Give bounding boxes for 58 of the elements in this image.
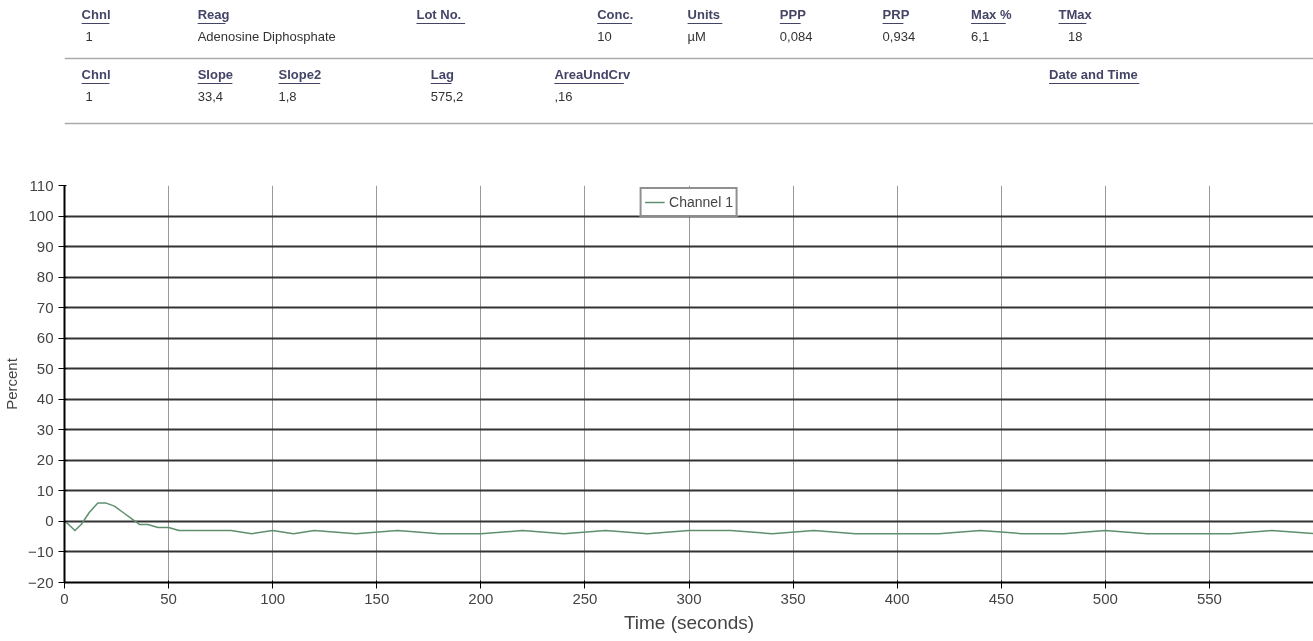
text: Max % — [971, 7, 1012, 22]
text: PPP — [779, 7, 807, 22]
text: Conc. — [597, 7, 634, 22]
x-tick-label: 150 — [364, 589, 390, 607]
y-tick-label: 100 — [28, 207, 54, 225]
y-tick-label: 30 — [36, 420, 54, 438]
text: Chnl — [81, 67, 111, 82]
text: 575,2 — [430, 89, 464, 104]
y-tick-label: −20 — [28, 573, 54, 591]
x-axis-title: Time (seconds) — [623, 611, 755, 633]
text: 1 — [85, 89, 93, 104]
text: Slope — [197, 67, 234, 82]
y-tick-label: 50 — [36, 359, 54, 377]
text: Date and Time — [1049, 67, 1138, 82]
text: Lag — [430, 67, 454, 82]
x-tick-label: 100 — [260, 589, 286, 607]
x-tick-label: 500 — [1092, 589, 1118, 607]
text: 6,1 — [971, 29, 990, 44]
y-tick-label: 70 — [36, 298, 54, 316]
text: Lot No. — [416, 7, 462, 22]
x-tick-label: 550 — [1196, 589, 1222, 607]
x-tick-label: 350 — [780, 589, 806, 607]
y-tick-label: 60 — [36, 329, 54, 347]
text: 0,934 — [882, 29, 916, 44]
x-tick-label: 300 — [676, 589, 702, 607]
x-tick-label: 200 — [468, 589, 494, 607]
y-tick-label: 80 — [36, 268, 54, 286]
text: 18 — [1068, 29, 1083, 44]
text: Chnl — [81, 7, 111, 22]
y-axis-title: Percent — [3, 357, 21, 410]
line-series — [64, 502, 1313, 535]
text: 10 — [597, 29, 612, 44]
x-tick-label: 50 — [160, 589, 177, 607]
text: TMax — [1058, 7, 1093, 22]
y-tick-label: 20 — [36, 451, 54, 469]
y-tick-label: 90 — [36, 237, 54, 255]
legend-label: Channel 1 — [669, 194, 733, 210]
text: PRP — [882, 7, 910, 22]
y-tick-label: 40 — [36, 390, 54, 408]
text: µM — [687, 29, 706, 44]
y-tick-label: −10 — [28, 542, 54, 560]
y-tick-label: 10 — [36, 481, 54, 499]
y-tick-label: 110 — [29, 176, 54, 194]
x-tick-label: 250 — [572, 589, 598, 607]
text: AreaUndCrv — [554, 67, 632, 82]
text: Reag — [197, 7, 230, 22]
text: 1 — [85, 29, 93, 44]
text: Slope2 — [278, 67, 322, 82]
x-tick-label: 400 — [884, 589, 910, 607]
text: Units — [687, 7, 721, 22]
text: 0,084 — [779, 29, 813, 44]
y-tick-label: 0 — [45, 512, 54, 530]
x-tick-label: 0 — [60, 589, 69, 607]
text: 1,8 — [278, 89, 297, 104]
text: ,16 — [554, 89, 573, 104]
text: 33,4 — [197, 89, 223, 104]
text: Adenosine Diphosphate — [197, 29, 336, 44]
x-tick-label: 450 — [988, 589, 1014, 607]
